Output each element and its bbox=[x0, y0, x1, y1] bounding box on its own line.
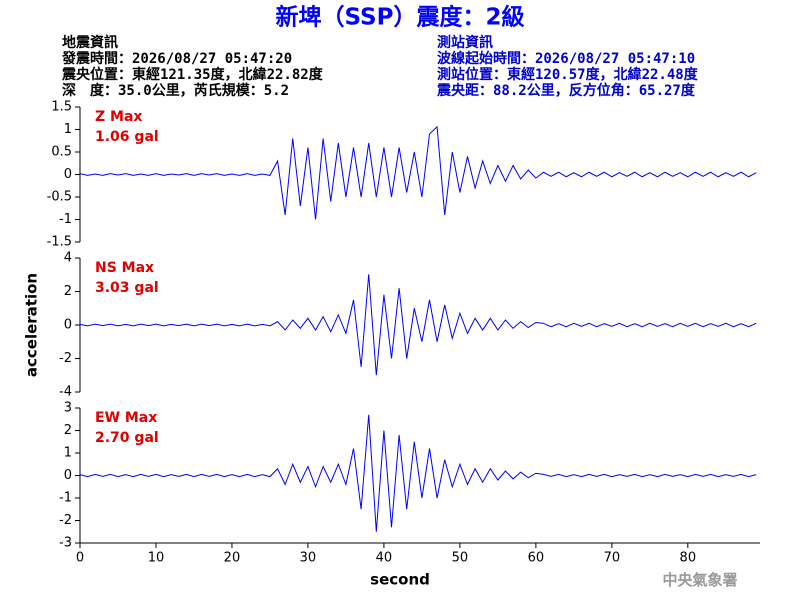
panel-title: Z Max bbox=[95, 109, 142, 125]
panel-max: 1.06 gal bbox=[95, 129, 159, 145]
panel-max: 3.03 gal bbox=[95, 280, 159, 296]
y-tick-label: 0 bbox=[64, 318, 72, 333]
y-axis-label: acceleration bbox=[23, 273, 41, 377]
info-line: 測站資訊 bbox=[437, 34, 493, 51]
y-tick-label: 3 bbox=[64, 401, 72, 416]
x-tick-label: 50 bbox=[452, 551, 469, 566]
y-tick-label: -1.5 bbox=[47, 235, 72, 250]
x-tick-label: 20 bbox=[224, 551, 241, 566]
y-tick-label: 2 bbox=[64, 423, 72, 438]
y-tick-label: -1 bbox=[59, 491, 72, 506]
x-tick-label: 60 bbox=[528, 551, 545, 566]
waveform bbox=[79, 414, 757, 532]
quake-info: 地震資訊 發震時間：2026/08/27 05:47:20 震央位置：東經121… bbox=[61, 34, 324, 99]
x-axis-label: second bbox=[370, 571, 430, 589]
y-tick-label: -0.5 bbox=[47, 190, 72, 205]
info-line: 波線起始時間：2026/08/27 05:47:10 bbox=[437, 50, 695, 67]
x-tick-label: 0 bbox=[76, 551, 84, 566]
y-tick-label: -2 bbox=[59, 513, 72, 528]
info-line: 測站位置：東經120.57度，北緯22.48度 bbox=[437, 66, 699, 83]
panel-title: EW Max bbox=[95, 410, 157, 426]
x-tick-label: 40 bbox=[376, 551, 393, 566]
y-tick-label: 0 bbox=[64, 167, 72, 182]
station-info: 測站資訊 波線起始時間：2026/08/27 05:47:10 測站位置：東經1… bbox=[436, 34, 699, 99]
y-tick-label: 1 bbox=[64, 446, 72, 461]
page-title: 新埤（SSP）震度：2級 bbox=[276, 4, 525, 31]
y-tick-label: 0 bbox=[64, 468, 72, 483]
footer: 中央氣象署 bbox=[662, 571, 737, 589]
info-line: 發震時間：2026/08/27 05:47:20 bbox=[61, 50, 292, 67]
panel-title: NS Max bbox=[95, 260, 154, 276]
x-tick-label: 80 bbox=[680, 551, 697, 566]
y-tick-label: -4 bbox=[59, 385, 72, 400]
waveform bbox=[79, 125, 757, 220]
panel-max: 2.70 gal bbox=[95, 430, 159, 446]
x-tick-label: 30 bbox=[300, 551, 317, 566]
y-tick-label: 1.5 bbox=[51, 100, 72, 115]
y-tick-label: -3 bbox=[59, 536, 72, 551]
y-tick-label: 4 bbox=[64, 251, 72, 266]
y-tick-label: -2 bbox=[59, 351, 72, 366]
info-line: 地震資訊 bbox=[62, 34, 118, 51]
info-line: 震央距：88.2公里，反方位角：65.27度 bbox=[436, 82, 696, 99]
waveform bbox=[79, 274, 757, 376]
x-tick-label: 10 bbox=[148, 551, 165, 566]
y-tick-label: 2 bbox=[64, 284, 72, 299]
info-line: 深 度：35.0公里，芮氏規模：5.2 bbox=[62, 82, 289, 99]
y-tick-label: -1 bbox=[59, 212, 72, 227]
y-tick-label: 0.5 bbox=[51, 145, 72, 160]
y-tick-label: 1 bbox=[64, 122, 72, 137]
x-tick-label: 70 bbox=[604, 551, 621, 566]
info-line: 震央位置：東經121.35度，北緯22.82度 bbox=[61, 66, 324, 83]
